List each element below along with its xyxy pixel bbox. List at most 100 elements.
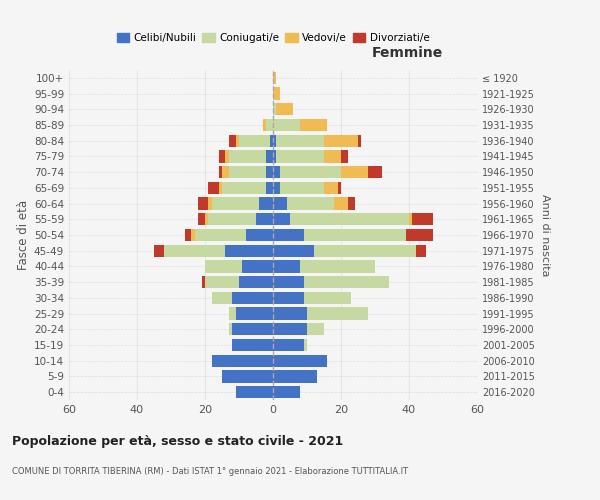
Bar bbox=[218, 166, 222, 178]
Bar bbox=[304, 339, 307, 351]
Bar bbox=[273, 354, 328, 367]
Bar bbox=[185, 229, 191, 241]
Bar bbox=[269, 134, 273, 147]
Bar bbox=[314, 244, 416, 257]
Bar bbox=[273, 276, 304, 288]
Bar bbox=[218, 182, 222, 194]
Bar bbox=[273, 72, 277, 84]
Bar bbox=[273, 370, 317, 382]
Bar bbox=[348, 198, 355, 209]
Bar bbox=[226, 150, 229, 162]
Bar bbox=[273, 323, 307, 336]
Bar bbox=[222, 370, 273, 382]
Bar bbox=[304, 229, 406, 241]
Bar bbox=[338, 182, 341, 194]
Text: Popolazione per età, sesso e stato civile - 2021: Popolazione per età, sesso e stato civil… bbox=[12, 435, 343, 448]
Bar bbox=[198, 198, 208, 209]
Bar bbox=[290, 213, 409, 226]
Bar bbox=[263, 119, 266, 131]
Bar bbox=[273, 260, 300, 272]
Bar bbox=[222, 166, 229, 178]
Bar bbox=[229, 323, 232, 336]
Bar bbox=[205, 276, 239, 288]
Bar bbox=[266, 150, 273, 162]
Bar bbox=[324, 134, 358, 147]
Bar bbox=[368, 166, 382, 178]
Bar bbox=[232, 339, 273, 351]
Bar bbox=[208, 198, 212, 209]
Bar bbox=[229, 166, 266, 178]
Bar bbox=[242, 260, 273, 272]
Bar bbox=[409, 213, 412, 226]
Bar bbox=[212, 198, 259, 209]
Legend: Celibi/Nubili, Coniugati/e, Vedovi/e, Divorziati/e: Celibi/Nubili, Coniugati/e, Vedovi/e, Di… bbox=[112, 29, 434, 48]
Bar bbox=[358, 134, 361, 147]
Bar bbox=[212, 354, 273, 367]
Bar bbox=[222, 182, 266, 194]
Bar bbox=[202, 276, 205, 288]
Text: COMUNE DI TORRITA TIBERINA (RM) - Dati ISTAT 1° gennaio 2021 - Elaborazione TUTT: COMUNE DI TORRITA TIBERINA (RM) - Dati I… bbox=[12, 468, 408, 476]
Bar bbox=[218, 150, 226, 162]
Y-axis label: Fasce di età: Fasce di età bbox=[17, 200, 30, 270]
Bar bbox=[164, 244, 226, 257]
Bar bbox=[277, 103, 293, 116]
Bar bbox=[229, 134, 236, 147]
Bar bbox=[239, 276, 273, 288]
Bar bbox=[412, 213, 433, 226]
Bar bbox=[229, 308, 236, 320]
Bar bbox=[208, 182, 218, 194]
Bar bbox=[256, 213, 273, 226]
Bar bbox=[273, 150, 277, 162]
Bar bbox=[236, 134, 239, 147]
Bar bbox=[273, 229, 304, 241]
Bar bbox=[280, 182, 324, 194]
Bar bbox=[212, 292, 232, 304]
Bar bbox=[236, 386, 273, 398]
Bar bbox=[273, 386, 300, 398]
Bar bbox=[266, 182, 273, 194]
Bar bbox=[208, 213, 256, 226]
Bar bbox=[246, 229, 273, 241]
Bar bbox=[205, 260, 242, 272]
Y-axis label: Anni di nascita: Anni di nascita bbox=[540, 194, 550, 276]
Bar bbox=[232, 323, 273, 336]
Bar bbox=[273, 103, 277, 116]
Bar bbox=[304, 276, 389, 288]
Bar bbox=[266, 166, 273, 178]
Bar bbox=[341, 166, 368, 178]
Bar bbox=[406, 229, 433, 241]
Bar bbox=[232, 292, 273, 304]
Bar bbox=[273, 339, 304, 351]
Bar bbox=[226, 244, 273, 257]
Bar bbox=[324, 150, 341, 162]
Bar bbox=[273, 119, 300, 131]
Bar bbox=[273, 198, 287, 209]
Bar bbox=[273, 182, 280, 194]
Bar bbox=[334, 198, 348, 209]
Bar bbox=[273, 134, 277, 147]
Bar bbox=[307, 308, 368, 320]
Bar bbox=[236, 308, 273, 320]
Bar bbox=[154, 244, 164, 257]
Bar bbox=[277, 134, 324, 147]
Bar bbox=[198, 213, 205, 226]
Bar bbox=[324, 182, 338, 194]
Bar bbox=[287, 198, 334, 209]
Text: Femmine: Femmine bbox=[372, 46, 443, 60]
Bar bbox=[273, 213, 290, 226]
Bar bbox=[341, 150, 348, 162]
Bar bbox=[205, 213, 208, 226]
Bar bbox=[191, 229, 195, 241]
Bar bbox=[195, 229, 246, 241]
Bar bbox=[229, 150, 266, 162]
Bar bbox=[273, 166, 280, 178]
Bar bbox=[273, 308, 307, 320]
Bar bbox=[307, 323, 324, 336]
Bar bbox=[273, 292, 304, 304]
Bar bbox=[416, 244, 426, 257]
Bar bbox=[304, 292, 351, 304]
Bar bbox=[259, 198, 273, 209]
Bar bbox=[300, 119, 328, 131]
Bar bbox=[280, 166, 341, 178]
Bar bbox=[273, 88, 280, 100]
